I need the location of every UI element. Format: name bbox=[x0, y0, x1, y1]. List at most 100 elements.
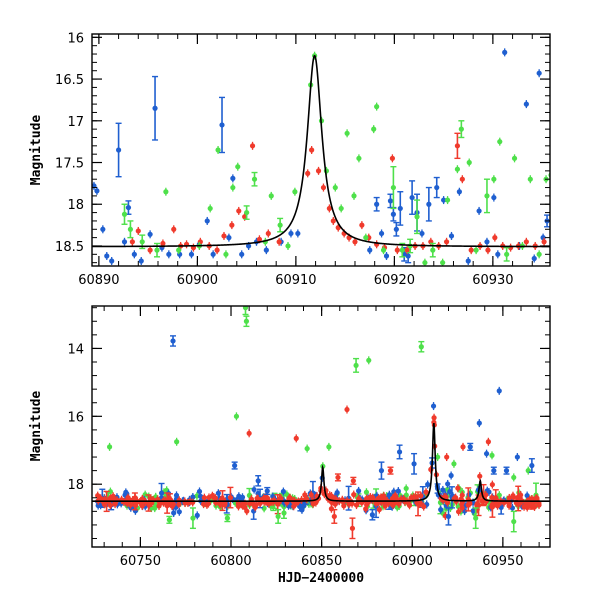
green-outlier-point bbox=[451, 461, 457, 467]
blue-point bbox=[239, 251, 245, 257]
red-point bbox=[477, 473, 483, 479]
red-point bbox=[381, 495, 387, 501]
blue-point bbox=[125, 204, 132, 211]
red-point bbox=[351, 491, 357, 498]
blue-point bbox=[367, 247, 373, 253]
blue-point bbox=[430, 403, 437, 409]
blue-point bbox=[438, 507, 444, 513]
blue-point bbox=[166, 251, 172, 257]
green-outlier-point bbox=[366, 357, 372, 363]
blue-outlier-point bbox=[445, 513, 452, 520]
green-point bbox=[207, 205, 213, 212]
green-point bbox=[536, 251, 542, 257]
blue-point bbox=[465, 258, 471, 264]
blue-point bbox=[397, 205, 403, 212]
red-point bbox=[262, 494, 268, 501]
green-point bbox=[399, 247, 405, 253]
red-point bbox=[431, 419, 437, 425]
blue-point bbox=[447, 489, 453, 495]
baseline-curve bbox=[92, 423, 550, 502]
blue-outlier-point bbox=[264, 488, 270, 494]
blue-point bbox=[476, 208, 482, 214]
green-outlier-point bbox=[243, 318, 250, 324]
red-point bbox=[129, 239, 135, 245]
green-point bbox=[473, 247, 479, 253]
red-point bbox=[443, 239, 450, 245]
red-point bbox=[205, 500, 212, 507]
green-point bbox=[223, 251, 229, 257]
green-point bbox=[414, 214, 420, 220]
blue-point bbox=[484, 239, 490, 245]
y-tick-label: 18 bbox=[67, 478, 84, 493]
red-point bbox=[364, 495, 370, 502]
red-outlier-point bbox=[293, 435, 299, 441]
blue-point bbox=[94, 188, 100, 194]
red-point bbox=[494, 503, 501, 509]
red-point bbox=[518, 492, 524, 498]
blue-outlier-point bbox=[232, 462, 238, 469]
blue-point bbox=[531, 255, 537, 262]
green-outlier-point bbox=[435, 454, 441, 460]
red-point bbox=[164, 503, 170, 509]
green-point bbox=[430, 247, 436, 253]
red-point bbox=[523, 239, 529, 245]
red-point bbox=[98, 495, 104, 501]
bottom-axis-ticks: 60750 60800 60850 60900 60950 14 16 18 bbox=[67, 306, 550, 569]
bottom-x-axis-title: HJD−2400000 bbox=[278, 571, 364, 586]
blue-point bbox=[390, 211, 396, 217]
blue-point bbox=[334, 490, 340, 496]
red-point bbox=[320, 184, 327, 191]
red-point bbox=[459, 176, 465, 182]
red-point bbox=[489, 481, 495, 488]
blue-point bbox=[226, 235, 232, 241]
green-outlier-point bbox=[166, 517, 172, 523]
blue-point bbox=[263, 247, 269, 253]
blue-point bbox=[109, 258, 115, 264]
red-point bbox=[489, 494, 495, 501]
red-point bbox=[171, 226, 177, 232]
blue-point bbox=[230, 175, 236, 181]
red-point bbox=[315, 168, 322, 174]
green-point bbox=[154, 247, 160, 253]
green-point bbox=[403, 485, 409, 492]
red-point bbox=[265, 230, 271, 237]
blue-point bbox=[470, 508, 476, 514]
green-point bbox=[527, 176, 533, 182]
blue-point bbox=[194, 512, 200, 518]
red-point bbox=[308, 492, 314, 498]
green-outlier-point bbox=[190, 515, 196, 521]
green-point bbox=[292, 189, 298, 195]
red-point bbox=[236, 208, 242, 214]
bottom-panel: 60750 60800 60850 60900 60950 14 16 18 Magnitud… bbox=[29, 305, 551, 586]
y-tick-label: 18 bbox=[67, 198, 84, 213]
blue-point bbox=[425, 481, 431, 488]
blue-point bbox=[204, 218, 210, 224]
green-point bbox=[251, 176, 258, 182]
green-outlier-point bbox=[233, 413, 240, 419]
top-panel: 60890 60900 60910 60920 60930 16 16.5 17 17.5 18 1… bbox=[29, 31, 551, 288]
green-outlier-point bbox=[511, 518, 517, 525]
red-point bbox=[209, 493, 215, 499]
red-point bbox=[346, 501, 352, 507]
blue-point bbox=[152, 105, 158, 111]
model-curve bbox=[92, 54, 550, 248]
red-point bbox=[139, 496, 145, 502]
blue-point bbox=[495, 251, 501, 257]
blue-point bbox=[158, 490, 165, 496]
blue-point bbox=[356, 488, 362, 494]
red-point bbox=[242, 501, 248, 507]
red-point bbox=[389, 155, 396, 161]
blue-point bbox=[426, 201, 432, 207]
red-point bbox=[101, 501, 108, 507]
y-tick-label: 18.5 bbox=[55, 240, 84, 255]
red-point bbox=[249, 143, 256, 149]
blue-point bbox=[393, 226, 399, 232]
red-point bbox=[286, 495, 292, 501]
green-outlier-point bbox=[242, 306, 249, 311]
red-outlier-point bbox=[344, 406, 350, 413]
green-point bbox=[268, 193, 274, 199]
red-outlier-point bbox=[460, 444, 466, 450]
red-point bbox=[256, 236, 263, 242]
red-outlier-point bbox=[485, 439, 491, 445]
